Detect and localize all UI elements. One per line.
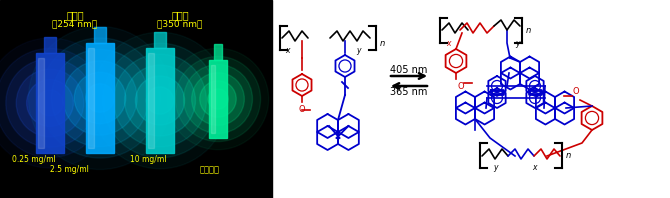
Bar <box>38 58 44 148</box>
Bar <box>146 48 174 153</box>
Text: 紫外線: 紫外線 <box>172 10 189 20</box>
Text: 2.5 mg/ml: 2.5 mg/ml <box>50 166 89 174</box>
Text: O: O <box>573 87 580 96</box>
Circle shape <box>52 49 149 147</box>
Text: y: y <box>515 38 519 48</box>
Bar <box>148 53 153 148</box>
Circle shape <box>146 87 174 114</box>
Circle shape <box>6 59 94 147</box>
Text: O: O <box>299 105 306 114</box>
Circle shape <box>135 76 184 125</box>
Text: n: n <box>526 26 531 34</box>
Bar <box>214 44 222 60</box>
Text: 10 mg/ml: 10 mg/ml <box>130 155 167 165</box>
Circle shape <box>16 69 84 137</box>
Text: （350 nm）: （350 nm） <box>157 19 203 29</box>
Text: 405 nm: 405 nm <box>391 65 427 75</box>
Circle shape <box>29 27 172 169</box>
Text: x: x <box>532 164 536 172</box>
Circle shape <box>103 43 217 158</box>
Circle shape <box>176 56 261 142</box>
Text: n: n <box>566 151 572 161</box>
Bar <box>88 48 94 148</box>
Bar <box>209 60 227 138</box>
Circle shape <box>114 54 206 147</box>
Text: 365 nm: 365 nm <box>391 87 427 97</box>
Text: フィルム: フィルム <box>200 166 220 174</box>
Bar <box>44 37 56 53</box>
Circle shape <box>27 80 74 126</box>
Text: n: n <box>380 38 385 48</box>
Text: 紫外線: 紫外線 <box>66 10 84 20</box>
Text: y: y <box>492 164 497 172</box>
Circle shape <box>168 48 269 150</box>
Text: （254 nm）: （254 nm） <box>52 19 98 29</box>
Circle shape <box>0 48 105 158</box>
Circle shape <box>192 73 245 125</box>
Circle shape <box>200 81 237 117</box>
Text: x: x <box>285 46 289 54</box>
Circle shape <box>37 90 63 116</box>
Text: y: y <box>356 46 360 54</box>
Circle shape <box>208 89 228 109</box>
Text: O: O <box>458 82 464 91</box>
Bar <box>94 27 106 43</box>
Circle shape <box>125 65 196 136</box>
Text: x: x <box>446 38 450 48</box>
Bar <box>0 0 272 198</box>
Circle shape <box>92 32 228 169</box>
Circle shape <box>63 61 137 135</box>
Bar <box>36 53 64 153</box>
Circle shape <box>74 72 126 124</box>
Circle shape <box>40 38 160 158</box>
Circle shape <box>86 84 115 112</box>
Circle shape <box>0 38 115 168</box>
Text: 0.25 mg/ml: 0.25 mg/ml <box>12 155 56 165</box>
Circle shape <box>184 65 253 133</box>
Bar <box>86 43 114 153</box>
Bar <box>211 65 214 133</box>
Bar <box>154 32 165 48</box>
